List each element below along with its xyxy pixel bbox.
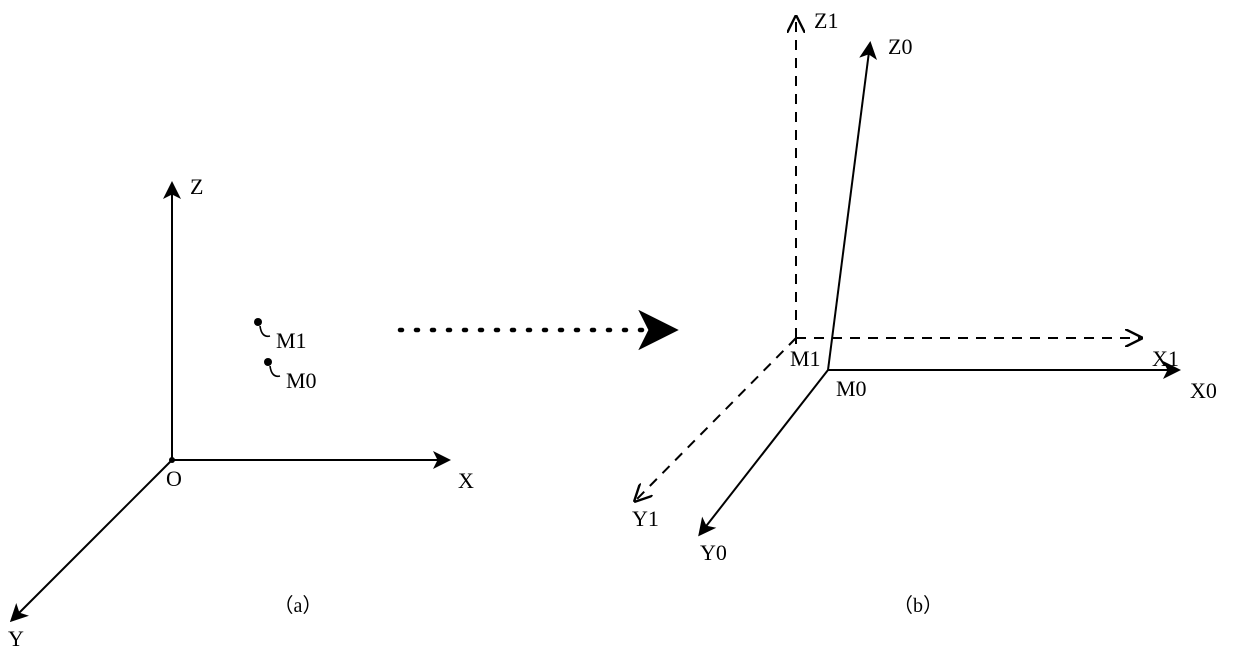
label-axis-x: X <box>458 468 474 493</box>
point-m1 <box>254 318 262 326</box>
label-z0: Z0 <box>888 34 912 59</box>
leader-m0 <box>270 366 280 376</box>
leader-m1 <box>260 326 270 336</box>
axis-y1 <box>636 338 796 500</box>
axis-y0 <box>700 370 828 534</box>
label-m1-origin: M1 <box>790 346 821 371</box>
label-x0: X0 <box>1190 378 1217 403</box>
coordinate-frames-diagram: O X Y Z M1 M0 （a） M0 M1 X0 Y0 Z0 X1 <box>0 0 1240 656</box>
label-y0: Y0 <box>700 540 727 565</box>
panel-b: M0 M1 X0 Y0 Z0 X1 Y1 Z1 （b） <box>632 8 1217 617</box>
panel-b-label: （b） <box>893 594 943 617</box>
axis-z0 <box>828 44 870 370</box>
axis-y <box>12 460 172 620</box>
label-axis-y: Y <box>8 626 24 651</box>
point-m0 <box>264 358 272 366</box>
label-origin: O <box>166 466 182 491</box>
panel-a: O X Y Z M1 M0 （a） <box>8 174 474 651</box>
label-axis-z: Z <box>190 174 203 199</box>
label-x1: X1 <box>1152 346 1179 371</box>
label-m0-origin: M0 <box>836 376 867 401</box>
label-y1: Y1 <box>632 506 659 531</box>
label-m1: M1 <box>276 328 307 353</box>
label-z1: Z1 <box>814 8 838 33</box>
label-m0: M0 <box>286 368 317 393</box>
panel-a-label: （a） <box>274 594 323 617</box>
